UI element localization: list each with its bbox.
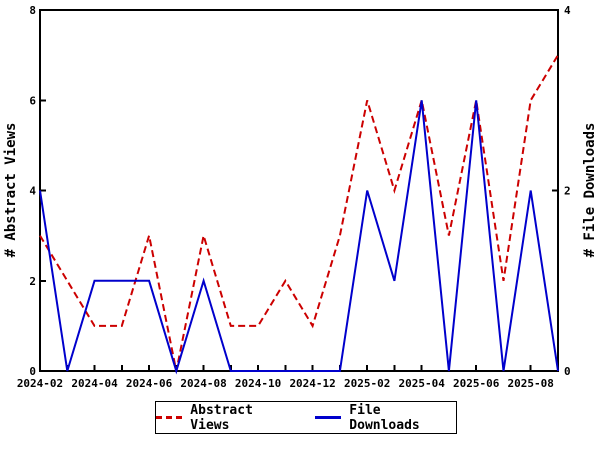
x-tick-label: 2024-08 — [180, 377, 226, 390]
left-axis-label: # Abstract Views — [3, 122, 19, 258]
left-y-tick-label: 0 — [29, 365, 36, 378]
series-line-abstract-views — [39, 54, 559, 372]
x-tick-label: 2025-08 — [508, 377, 554, 390]
legend: Abstract Views File Downloads — [155, 401, 457, 434]
left-y-tick-label: 2 — [29, 275, 36, 288]
right-y-tick-label: 4 — [564, 4, 571, 17]
right-y-tick-label: 2 — [564, 185, 571, 198]
x-tick-label: 2024-10 — [235, 377, 281, 390]
right-y-tick-label: 0 — [564, 365, 571, 378]
left-y-tick-label: 8 — [29, 4, 36, 17]
x-tick-label: 2025-06 — [453, 377, 500, 390]
left-y-tick-label: 4 — [29, 185, 36, 198]
x-tick-label: 2024-04 — [71, 377, 118, 390]
legend-item-abstract-views: Abstract Views — [156, 403, 297, 433]
legend-item-file-downloads: File Downloads — [315, 403, 456, 433]
x-tick-label: 2025-02 — [344, 377, 390, 390]
x-tick-label: 2025-04 — [399, 377, 446, 390]
legend-label-abstract-views: Abstract Views — [190, 402, 253, 433]
x-tick-label: 2024-02 — [17, 377, 63, 390]
plot-frame — [39, 9, 559, 372]
file-downloads-line-sample-icon — [315, 416, 342, 419]
left-y-tick-label: 6 — [29, 94, 36, 107]
x-tick-label: 2024-12 — [289, 377, 335, 390]
legend-label-file-downloads: File Downloads — [349, 402, 420, 433]
abstract-views-line-sample-icon — [156, 416, 183, 419]
right-axis-label: # File Downloads — [582, 122, 598, 258]
x-tick-label: 2024-06 — [126, 377, 173, 390]
series-line-file-downloads — [39, 100, 559, 375]
